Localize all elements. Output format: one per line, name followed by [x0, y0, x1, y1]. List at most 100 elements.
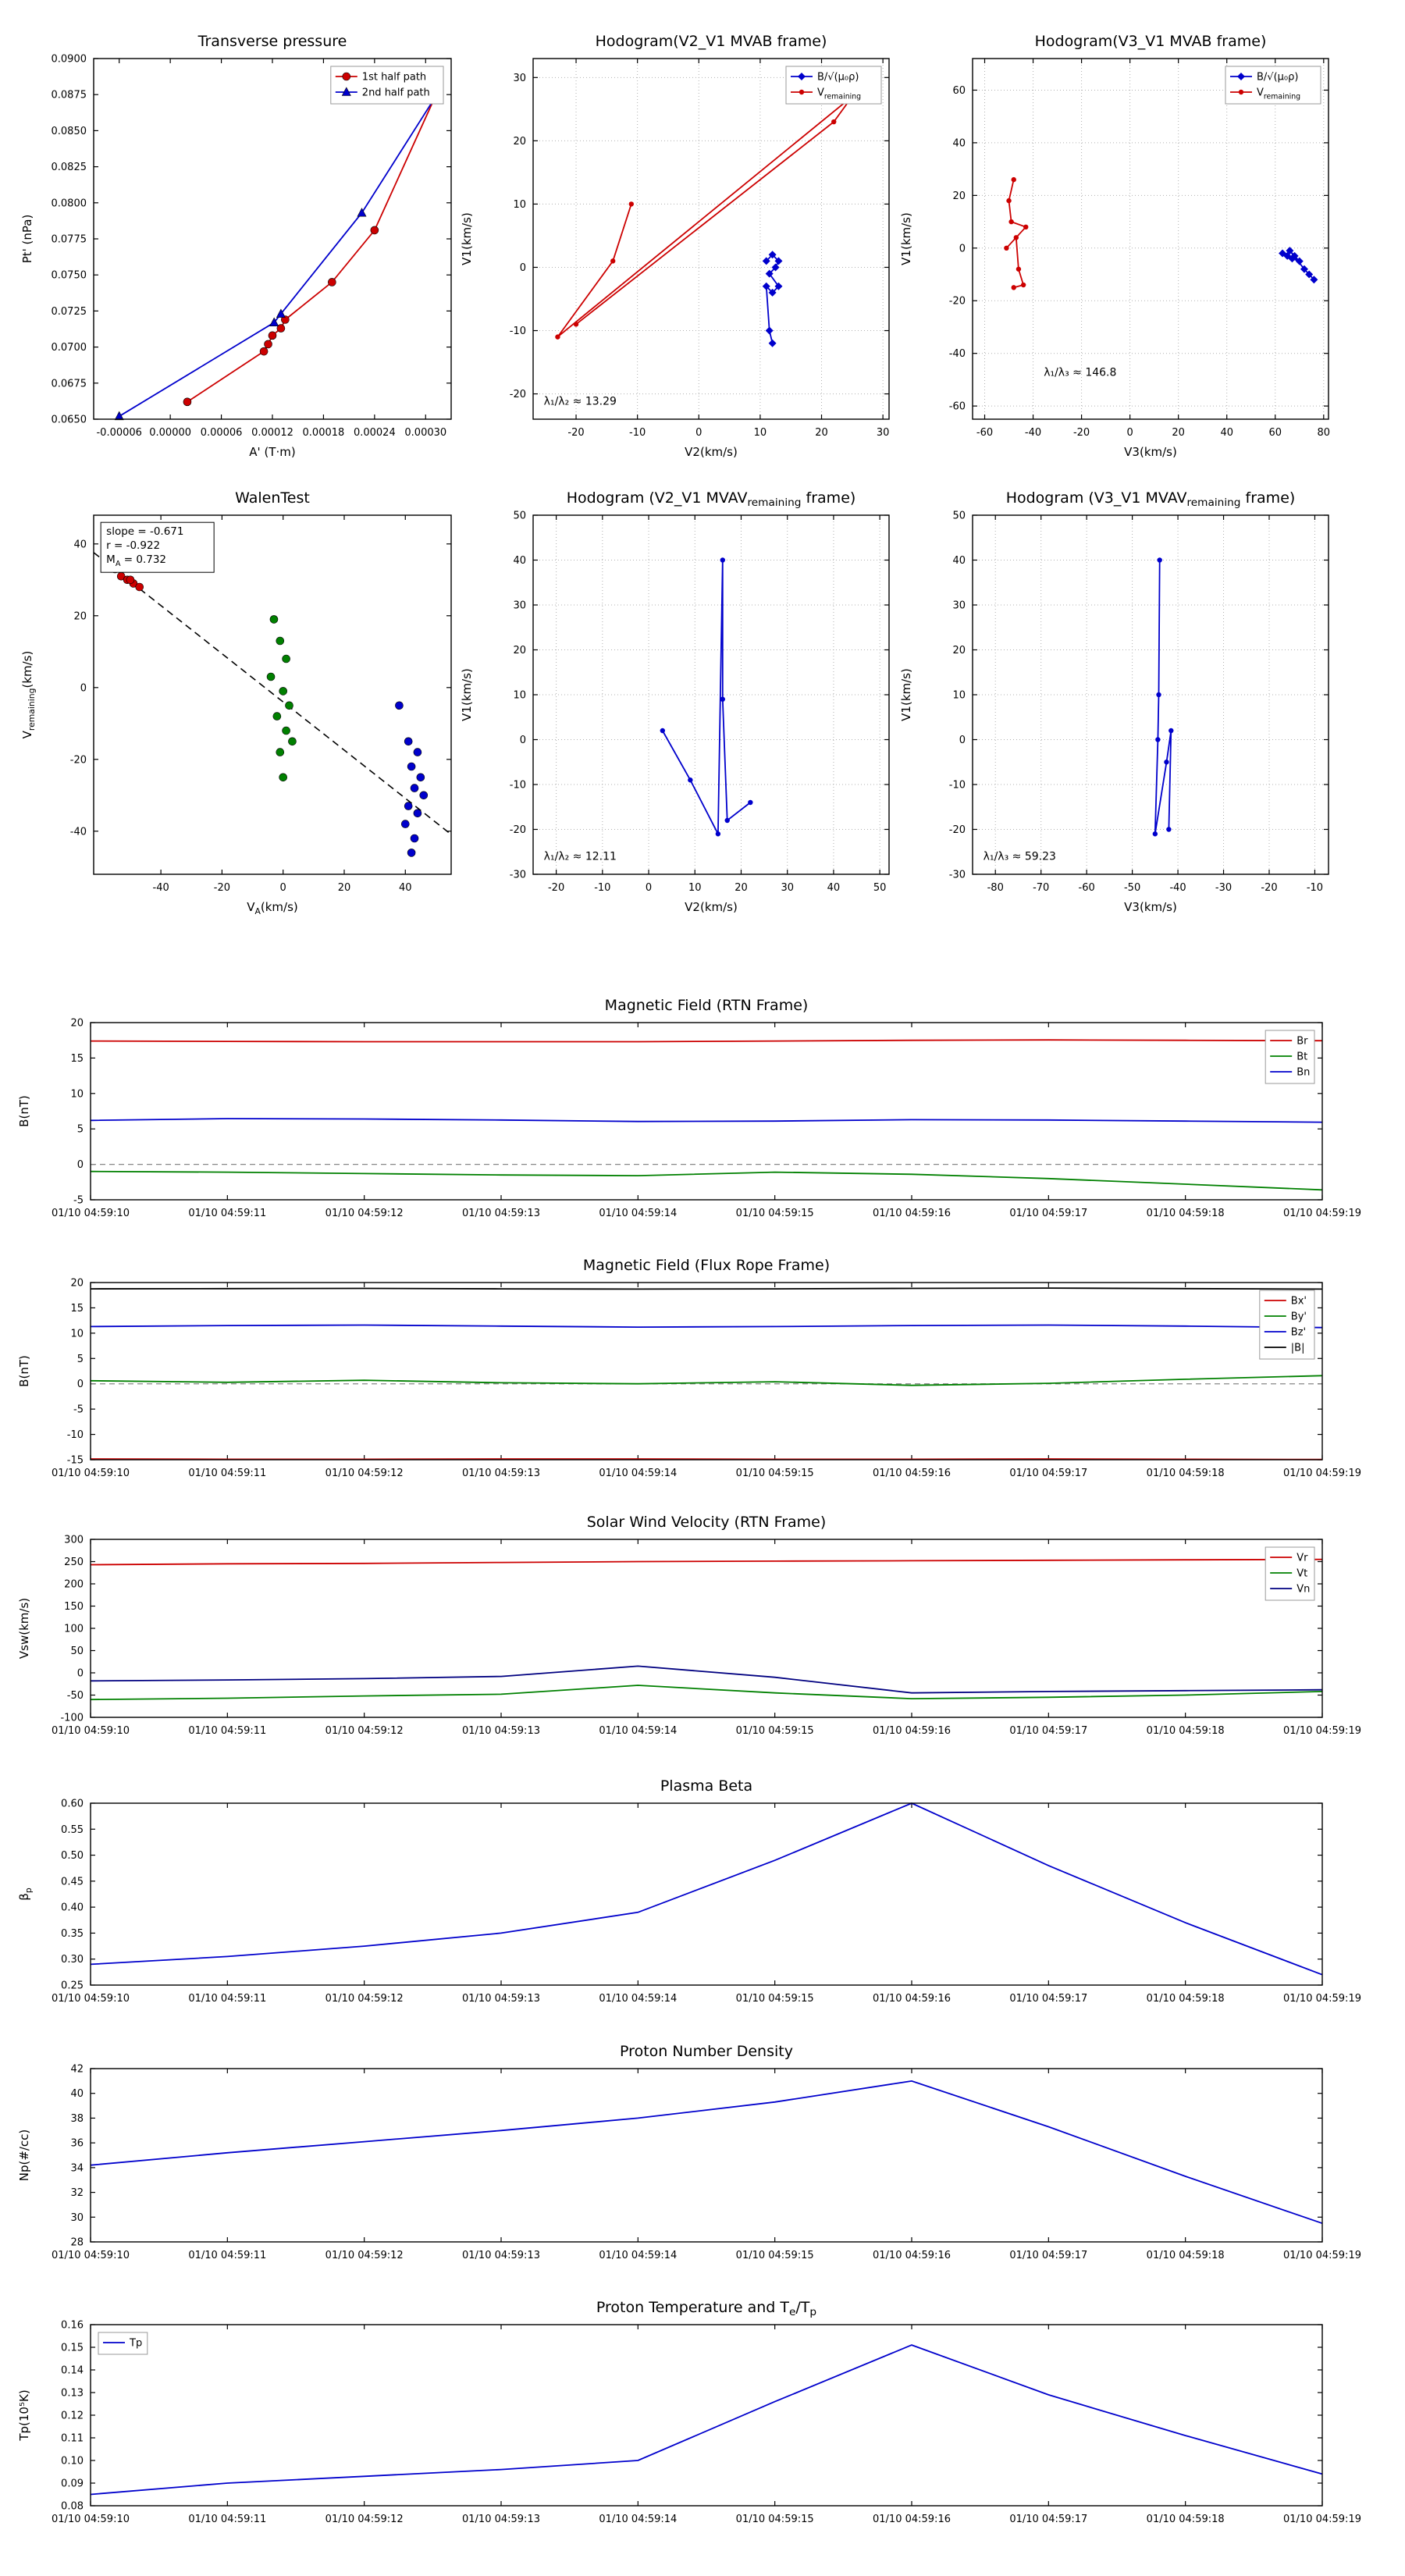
svg-text:V2(km/s): V2(km/s): [685, 445, 738, 459]
svg-text:01/10 04:59:18: 01/10 04:59:18: [1147, 1468, 1225, 1479]
plot-area: -60 -40 -20 0 20 40 60 80 -60 -40 -20 0 20 40 60 Hodogr…: [899, 33, 1330, 459]
svg-text:-60: -60: [949, 401, 966, 413]
svg-text:0.00030: 0.00030: [404, 427, 446, 439]
svg-text:Hodogram (V2_V1 MVAVremaining: Hodogram (V2_V1 MVAVremaining frame): [567, 489, 856, 509]
svg-text:V3(km/s): V3(km/s): [1124, 445, 1177, 459]
chart-hodogram-v3v1-mvab: -60 -40 -20 0 20 40 60 80 -60 -40 -20 0 20 40 60 Hodogr…: [883, 20, 1344, 466]
svg-text:30: 30: [513, 73, 526, 84]
svg-text:Vn: Vn: [1297, 1584, 1310, 1596]
svg-text:Proton Number Density: Proton Number Density: [620, 2043, 793, 2060]
svg-text:40: 40: [952, 555, 966, 567]
svg-text:20: 20: [513, 136, 526, 148]
legend: Br Bt Bn: [1264, 1030, 1315, 1084]
svg-text:-20: -20: [949, 296, 966, 308]
chart-svg-hodogram-v2v1-mvab: -20 -10 0 10 20 30 -20 -10 0 10 20 30 Hodogram(V2_V1…: [460, 33, 890, 459]
svg-text:20: 20: [73, 610, 87, 622]
svg-text:0.0700: 0.0700: [52, 342, 87, 354]
plot-area: -20 -10 0 10 20 30 40 50 -30 -20 -10 0 10 20 30 40 50 Hod…: [460, 489, 890, 914]
plot-area: 01/10 04:59:10 01/10 04:59:11 01/10 04:59:…: [17, 1257, 1361, 1479]
plot-area: 01/10 04:59:10 01/10 04:59:11 01/10 04:59:…: [17, 1777, 1361, 2005]
svg-text:01/10 04:59:11: 01/10 04:59:11: [188, 1208, 266, 1219]
svg-text:-10: -10: [1307, 882, 1323, 894]
svg-text:-20: -20: [548, 882, 564, 894]
svg-text:0.0900: 0.0900: [52, 54, 87, 66]
svg-text:r = -0.922: r = -0.922: [106, 539, 160, 552]
svg-text:Hodogram(V3_V1 MVAB frame): Hodogram(V3_V1 MVAB frame): [1035, 33, 1267, 50]
svg-text:01/10 04:59:15: 01/10 04:59:15: [736, 1468, 814, 1479]
svg-text:30: 30: [513, 600, 526, 612]
svg-text:01/10 04:59:16: 01/10 04:59:16: [873, 1208, 951, 1219]
svg-text:MA = 0.732: MA = 0.732: [106, 553, 166, 568]
svg-text:-60: -60: [1079, 882, 1095, 894]
svg-text:01/10 04:59:13: 01/10 04:59:13: [462, 1468, 540, 1479]
svg-text:36: 36: [70, 2138, 84, 2150]
svg-text:0.0775: 0.0775: [52, 234, 87, 246]
svg-text:01/10 04:59:15: 01/10 04:59:15: [736, 2514, 814, 2525]
svg-text:V1(km/s): V1(km/s): [899, 212, 913, 265]
svg-text:Bn: Bn: [1297, 1067, 1310, 1079]
svg-text:40: 40: [73, 539, 87, 550]
svg-text:01/10 04:59:18: 01/10 04:59:18: [1147, 1725, 1225, 1737]
chart-svg-plasma-beta: 01/10 04:59:10 01/10 04:59:11 01/10 04:59:…: [17, 1777, 1361, 2005]
svg-text:Hodogram(V2_V1 MVAB frame): Hodogram(V2_V1 MVAB frame): [596, 33, 827, 50]
svg-text:0.40: 0.40: [61, 1902, 84, 1914]
chart-svg-mag-fluxrope: 01/10 04:59:10 01/10 04:59:11 01/10 04:59:…: [17, 1257, 1361, 1479]
legend: B/√(μ₀ρ) Vremaining: [785, 66, 882, 105]
svg-text:Transverse pressure: Transverse pressure: [197, 33, 347, 50]
svg-text:100: 100: [64, 1624, 84, 1635]
svg-text:Bt: Bt: [1297, 1051, 1307, 1063]
svg-text:20: 20: [735, 882, 748, 894]
svg-text:01/10 04:59:14: 01/10 04:59:14: [599, 1993, 677, 2005]
svg-text:λ₁/λ₂ ≈ 13.29: λ₁/λ₂ ≈ 13.29: [544, 396, 617, 408]
svg-text:200: 200: [64, 1579, 84, 1591]
svg-text:42: 42: [70, 2064, 84, 2076]
svg-text:01/10 04:59:12: 01/10 04:59:12: [325, 1725, 404, 1737]
svg-text:-20: -20: [1261, 882, 1277, 894]
svg-text:01/10 04:59:17: 01/10 04:59:17: [1009, 1468, 1087, 1479]
plot-area: -0.00006 0.00000 0.00006 0.00012 0.00018 0.00…: [20, 33, 452, 459]
legend: Vr Vt Vn: [1264, 1546, 1315, 1601]
svg-text:40: 40: [70, 2088, 84, 2100]
chart-proton-number-density: 01/10 04:59:10 01/10 04:59:11 01/10 04:59:…: [1, 2030, 1361, 2289]
svg-text:01/10 04:59:14: 01/10 04:59:14: [599, 1468, 677, 1479]
svg-text:λ₁/λ₃ ≈ 59.23: λ₁/λ₃ ≈ 59.23: [984, 851, 1056, 863]
svg-text:40: 40: [827, 882, 841, 894]
svg-text:Plasma Beta: Plasma Beta: [660, 1777, 752, 1795]
svg-text:01/10 04:59:16: 01/10 04:59:16: [873, 1468, 951, 1479]
svg-text:01/10 04:59:10: 01/10 04:59:10: [52, 1993, 130, 2005]
svg-text:-50: -50: [67, 1690, 84, 1702]
chart-svg-walen-test: -40 -20 0 20 40 -40 -20 0 20 40 WalenTest VA(km/s) V…: [20, 489, 452, 916]
svg-text:-20: -20: [70, 754, 87, 766]
svg-text:-100: -100: [60, 1713, 84, 1724]
svg-text:250: 250: [64, 1557, 84, 1568]
svg-text:01/10 04:59:18: 01/10 04:59:18: [1147, 2514, 1225, 2525]
svg-text:slope = -0.671: slope = -0.671: [106, 525, 183, 538]
chart-hodogram-v2v1-mvav: -20 -10 0 10 20 30 40 50 -30 -20 -10 0 10 20 30 40 50 Hod…: [443, 476, 905, 921]
svg-text:VA(km/s): VA(km/s): [247, 900, 298, 916]
svg-text:-80: -80: [987, 882, 1004, 894]
svg-text:-40: -40: [153, 882, 169, 894]
chart-svg-hodogram-v3v1-mvab: -60 -40 -20 0 20 40 60 80 -60 -40 -20 0 20 40 60 Hodogr…: [899, 33, 1330, 459]
svg-text:0: 0: [646, 882, 652, 894]
svg-text:20: 20: [815, 427, 828, 439]
chart-magnetic-field-fluxrope: 01/10 04:59:10 01/10 04:59:11 01/10 04:59:…: [1, 1244, 1361, 1507]
svg-text:01/10 04:59:12: 01/10 04:59:12: [325, 1468, 404, 1479]
svg-text:01/10 04:59:14: 01/10 04:59:14: [599, 1725, 677, 1737]
svg-text:10: 10: [513, 199, 526, 211]
svg-text:01/10 04:59:11: 01/10 04:59:11: [188, 1468, 266, 1479]
svg-text:B/√(μ₀ρ): B/√(μ₀ρ): [817, 72, 859, 84]
svg-text:5: 5: [77, 1124, 84, 1136]
chart-walen-test: -40 -20 0 20 40 -40 -20 0 20 40 WalenTest VA(km/s) V…: [4, 476, 467, 921]
svg-text:0.0675: 0.0675: [52, 378, 87, 390]
svg-text:0.00024: 0.00024: [354, 427, 396, 439]
svg-text:01/10 04:59:15: 01/10 04:59:15: [736, 2250, 814, 2261]
svg-text:-20: -20: [510, 389, 526, 400]
svg-text:Bz': Bz': [1291, 1327, 1306, 1339]
svg-text:01/10 04:59:10: 01/10 04:59:10: [52, 1725, 130, 1737]
svg-text:0.30: 0.30: [61, 1954, 84, 1966]
svg-text:By': By': [1291, 1311, 1307, 1323]
svg-text:0.15: 0.15: [61, 2343, 84, 2354]
svg-text:1st half path: 1st half path: [362, 72, 426, 84]
svg-text:βp: βp: [17, 1888, 34, 1901]
